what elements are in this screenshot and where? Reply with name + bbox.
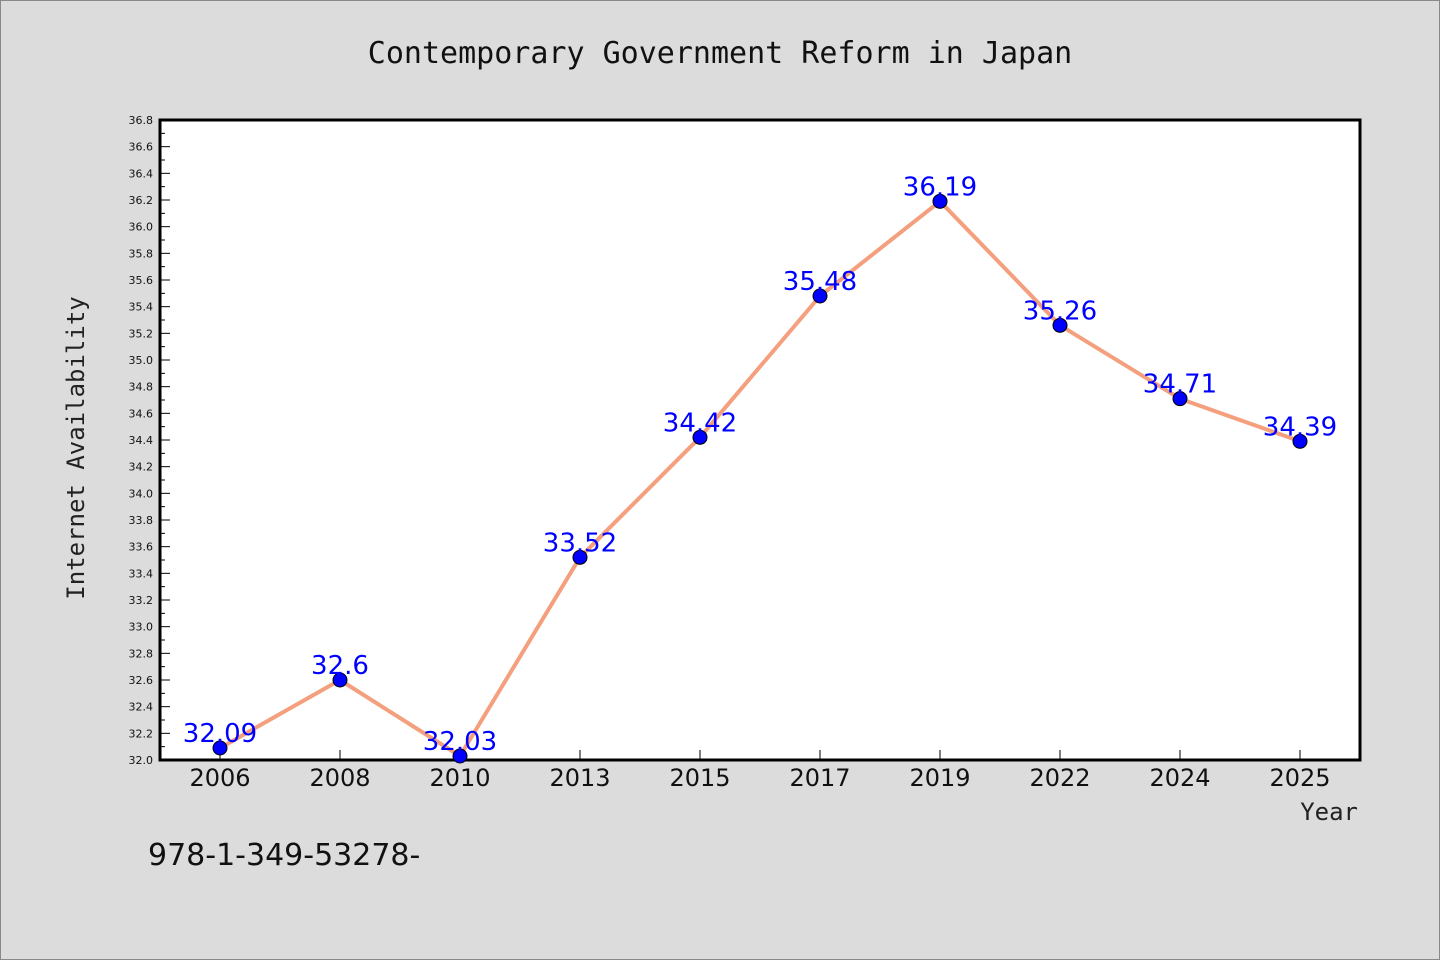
x-tick-label: 2019 [909,764,970,792]
y-tick-label: 32.4 [129,701,154,714]
data-label: 34.42 [663,408,737,438]
y-tick-label: 34.8 [129,381,154,394]
data-point [1172,391,1188,407]
y-tick-label: 36.4 [129,167,154,180]
y-tick-label: 36.6 [129,141,154,154]
y-tick-label: 33.2 [129,594,154,607]
data-label: 36.19 [903,172,977,202]
data-point [212,740,228,756]
x-tick-label: 2017 [789,764,850,792]
y-tick-label: 35.6 [129,274,154,287]
series-line [218,199,1302,758]
data-label: 35.26 [1023,296,1097,326]
y-tick-label: 33.8 [129,514,154,527]
y-tick-label: 34.2 [129,461,154,474]
data-point [932,193,948,209]
data-point [1052,317,1068,333]
data-label: 34.39 [1263,412,1337,442]
x-axis-label: Year [1300,798,1358,826]
x-tick-label: 2010 [429,764,490,792]
x-tick-label: 2006 [189,764,250,792]
y-tick-label: 36.2 [129,194,154,207]
footer-isbn: 978-1-349-53278- [148,838,420,873]
y-tick-label: 35.8 [129,247,154,260]
data-label: 33.52 [543,528,617,558]
y-tick-label: 36.0 [129,221,154,234]
data-label: 32.6 [311,651,369,681]
x-tick-label: 2022 [1029,764,1090,792]
data-point [332,672,348,688]
y-tick-label: 34.4 [129,434,154,447]
y-tick-label: 35.0 [129,354,154,367]
data-label: 32.03 [423,727,497,757]
plot-area [158,118,1362,762]
x-tick-label: 2025 [1269,764,1330,792]
data-point [572,549,588,565]
y-tick-label: 32.8 [129,647,154,660]
x-tick-label: 2024 [1149,764,1210,792]
data-label: 34.71 [1143,370,1217,400]
x-tick-label: 2013 [549,764,610,792]
y-tick-label: 34.0 [129,487,154,500]
y-tick-label: 36.8 [129,114,154,127]
data-label: 32.09 [183,719,257,749]
y-tick-label: 35.2 [129,327,154,340]
y-tick-label: 33.4 [129,567,154,580]
y-axis-label: Internet Availability [62,296,90,599]
data-point [692,429,708,445]
x-axis-ticks: 2006 2008 2010 2013 2015 2017 2019 2022 2024 2025 [189,750,1331,792]
data-point [452,748,468,764]
data-points [212,193,1308,764]
data-point [1292,433,1308,449]
data-point [812,288,828,304]
y-tick-label: 33.0 [129,621,154,634]
x-tick-label: 2015 [669,764,730,792]
y-tick-label: 34.6 [129,407,154,420]
chart-title: Contemporary Government Reform in Japan [368,36,1072,71]
y-tick-label: 32.2 [129,727,154,740]
y-tick-label: 32.0 [129,754,154,767]
y-tick-label: 32.6 [129,674,154,687]
y-axis-ticks: 32.0 32.2 32.4 32.6 32.8 33.0 33.2 33.4 33.6 33.8… [129,114,170,767]
y-tick-label: 33.6 [129,541,154,554]
data-labels: 32.09 32.6 32.03 33.52 34.42 35.48 36.19 35.26 3… [183,172,1337,757]
y-tick-label: 35.4 [129,301,154,314]
x-tick-label: 2008 [309,764,370,792]
data-label: 35.48 [783,267,857,297]
